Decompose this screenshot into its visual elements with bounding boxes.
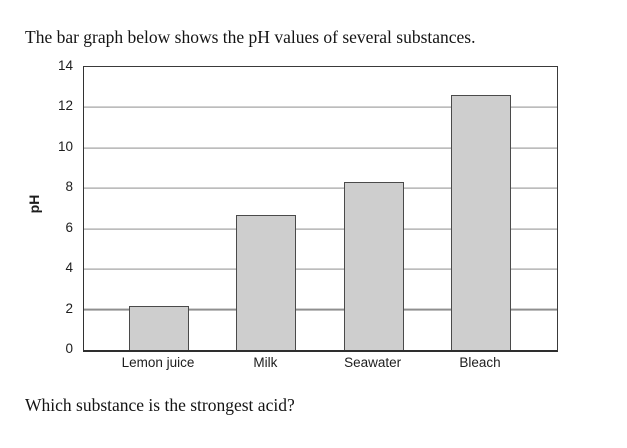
bar-lemon-juice [129, 305, 189, 350]
y-tick-label: 10 [57, 138, 73, 154]
bar-bleach [450, 95, 511, 350]
x-category-label: Lemon juice [121, 355, 195, 370]
question-text: Which substance is the strongest acid? [25, 395, 295, 415]
gridline [84, 106, 557, 109]
y-tick-label: 2 [65, 300, 73, 316]
bar-seawater [343, 182, 404, 350]
ph-bar-chart: pH 0 2 4 6 8 10 12 14 Lemon juice Milk Seawater Bl… [26, 58, 558, 375]
y-tick-label: 14 [57, 58, 73, 73]
y-tick-label: 12 [57, 98, 73, 114]
y-tick-label: 4 [65, 260, 73, 276]
gridline [84, 268, 557, 270]
y-tick-label: 8 [65, 179, 73, 195]
plot-area [83, 66, 558, 352]
x-category-label: Milk [253, 355, 278, 370]
chart-description-text: The bar graph below shows the pH values … [25, 27, 476, 47]
x-category-label: Seawater [344, 355, 402, 370]
gridline [84, 308, 557, 311]
bar-milk [236, 214, 297, 350]
gridline [84, 187, 557, 189]
x-axis-category-labels: Lemon juice Milk Seawater Bleach [83, 355, 556, 375]
gridline [84, 147, 557, 149]
y-tick-label: 6 [65, 219, 73, 235]
y-tick-label: 0 [65, 341, 73, 356]
x-category-label: Bleach [459, 355, 501, 370]
gridline [84, 228, 557, 230]
y-axis-tick-labels: 0 2 4 6 8 10 12 14 [30, 58, 73, 356]
